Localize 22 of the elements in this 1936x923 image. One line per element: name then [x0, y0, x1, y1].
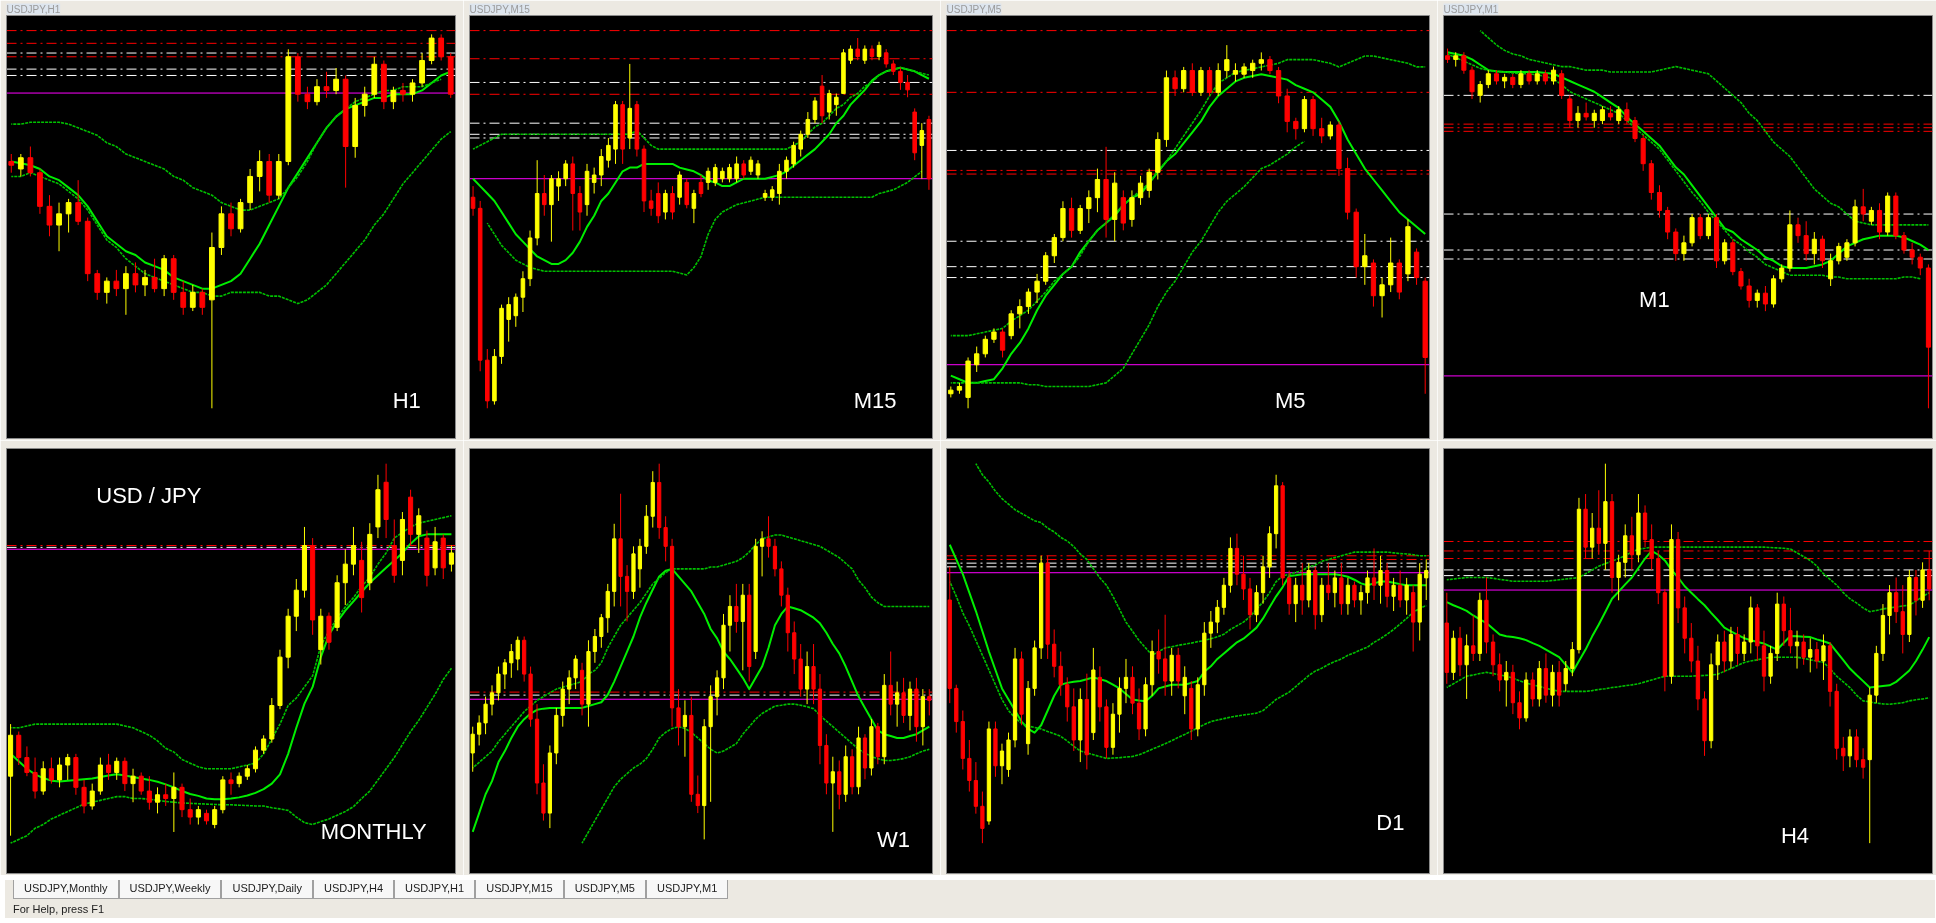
text: M5: [1274, 388, 1306, 414]
category-label: USDJPY,M1: [645, 880, 729, 899]
text: H4: [1780, 823, 1810, 848]
category-label: USDJPY,Monthly: [13, 880, 119, 899]
category-label: USDJPY,H4: [312, 880, 395, 899]
text: M15: [853, 388, 897, 414]
category-label: USDJPY,Daily: [221, 880, 313, 899]
text: For Help, press F1: [13, 901, 106, 917]
chart-subtitle: USDJPY,M1: [1443, 3, 1499, 15]
category-label: USDJPY,M5: [563, 880, 646, 899]
chart-subtitle: USDJPY,H1: [6, 3, 61, 15]
text: M1: [1639, 286, 1670, 312]
text: H1: [392, 388, 421, 414]
category-label: USDJPY,H1: [394, 880, 476, 899]
category-label: USDJPY,M15: [475, 880, 564, 899]
text: W1: [876, 827, 910, 853]
chart-subtitle: USDJPY,M15: [469, 3, 531, 15]
category-label: USDJPY,Weekly: [118, 880, 222, 899]
annotation: USD / JPY: [96, 483, 202, 508]
chart-subtitle: USDJPY,M5: [946, 3, 1002, 15]
text: D1: [1376, 810, 1405, 836]
text: MONTHLY: [320, 818, 428, 844]
